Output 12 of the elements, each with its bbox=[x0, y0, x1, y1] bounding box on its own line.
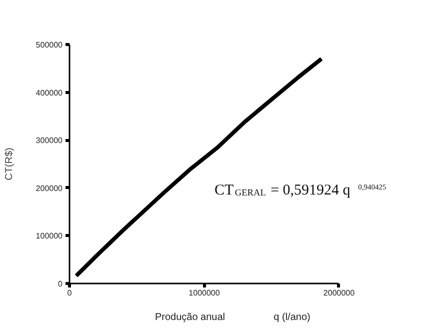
y-axis-title: CT(R$) bbox=[4, 148, 15, 180]
text: q (l/ano) bbox=[274, 311, 310, 325]
x-axis-title: Produção anual bbox=[154, 311, 226, 325]
x-tick-label: 1000000 bbox=[188, 288, 220, 298]
x-tick-label: 0 bbox=[67, 288, 72, 298]
y-tick-label: 100000 bbox=[36, 232, 64, 241]
y-tick-label: 300000 bbox=[36, 136, 64, 146]
y-tick-label: 200000 bbox=[36, 184, 64, 193]
y-tick-label: 400000 bbox=[36, 88, 64, 98]
x-tick-label: 2000000 bbox=[323, 288, 356, 298]
y-tick-label: 500000 bbox=[36, 40, 64, 50]
y-tick-label: 0 bbox=[58, 280, 64, 288]
